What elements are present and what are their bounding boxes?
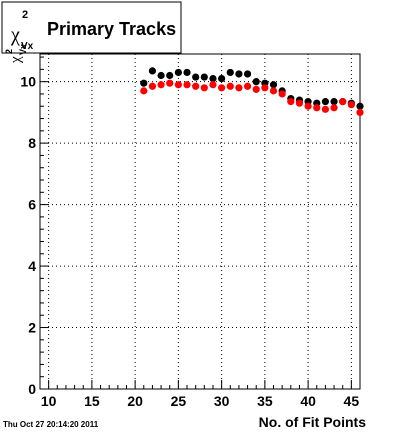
x-tick-label: 40: [300, 393, 316, 409]
data-point: [157, 81, 165, 89]
x-tick-label: 20: [127, 393, 143, 409]
data-point: [174, 81, 182, 89]
axes: 10 15 20 25 30 35 40 45 0 2 4 6 8 10: [20, 56, 361, 409]
title-subscript: Vx: [21, 41, 34, 52]
grid-lines: [40, 54, 360, 390]
series-black: [140, 67, 364, 110]
data-point: [140, 79, 148, 87]
data-point: [200, 73, 208, 81]
data-point: [226, 82, 234, 90]
data-point: [330, 98, 338, 106]
data-point: [235, 70, 243, 78]
x-tick-label: 45: [344, 393, 360, 409]
y-axis-label-subscript: Vx: [18, 44, 28, 55]
y-tick-label: 8: [28, 135, 36, 151]
chart-title: Primary Tracks: [47, 19, 176, 39]
data-point: [209, 81, 217, 89]
title-chi-symbol: χ: [10, 24, 20, 46]
y-axis-label-symbol: χ: [8, 56, 24, 64]
data-point: [166, 79, 174, 87]
data-point: [321, 105, 330, 113]
data-point: [313, 104, 321, 112]
data-point: [157, 71, 165, 80]
data-point: [218, 74, 226, 83]
data-point: [148, 82, 157, 90]
y-axis-label-superscript: 2: [4, 49, 14, 54]
data-point: [330, 104, 338, 112]
x-tick-label: 25: [171, 393, 187, 409]
data-point: [192, 82, 200, 90]
y-tick-label: 2: [28, 320, 36, 336]
x-tick-label: 15: [84, 393, 100, 409]
data-point: [304, 102, 312, 110]
x-tick-label: 10: [41, 393, 57, 409]
data-point: [356, 108, 364, 116]
x-tick-label: 30: [214, 393, 230, 409]
x-axis-label: No. of Fit Points: [259, 414, 367, 430]
data-point: [321, 98, 330, 106]
y-tick-label: 0: [28, 381, 36, 397]
data-point: [252, 78, 260, 86]
data-point: [183, 81, 191, 89]
x-tick-label: 35: [257, 393, 273, 409]
data-point: [252, 85, 260, 93]
data-point: [226, 68, 234, 77]
data-point: [192, 73, 200, 81]
data-point: [269, 87, 278, 95]
data-point: [140, 87, 148, 95]
data-point: [347, 101, 355, 109]
data-point: [183, 68, 191, 77]
timestamp: Thu Oct 27 20:14:20 2011: [3, 420, 99, 429]
data-point: [243, 70, 252, 78]
y-tick-label: 10: [20, 74, 36, 90]
y-axis-label: χ 2 Vx: [4, 44, 28, 64]
data-points: [140, 67, 364, 116]
data-point: [261, 84, 269, 92]
data-point: [339, 98, 347, 106]
plot-frame: [39, 53, 361, 390]
data-point: [278, 90, 286, 98]
y-tick-label: 6: [28, 197, 36, 213]
data-point: [166, 71, 174, 80]
data-point: [200, 84, 208, 92]
series-red: [140, 79, 364, 116]
data-point: [356, 102, 364, 110]
data-point: [287, 98, 295, 106]
y-tick-label: 4: [28, 258, 36, 274]
data-point: [218, 84, 226, 92]
data-point: [235, 84, 243, 92]
data-point: [209, 74, 217, 83]
data-point: [148, 67, 157, 75]
data-point: [174, 68, 182, 77]
title-superscript: 2: [22, 9, 28, 21]
data-point: [269, 81, 278, 89]
data-point: [243, 82, 252, 90]
data-point: [295, 99, 304, 107]
title-box: χ 2 Vx Primary Tracks: [1, 1, 182, 54]
